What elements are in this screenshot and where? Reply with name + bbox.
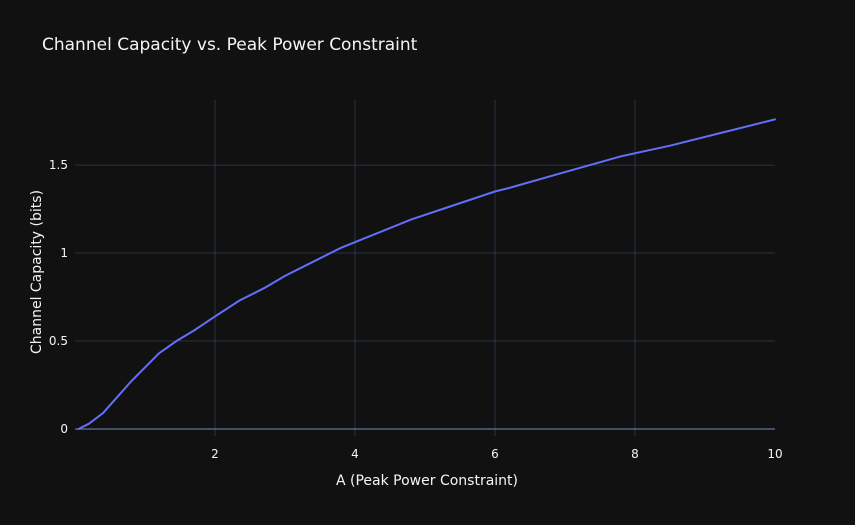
y-tick-label: 1 (60, 246, 68, 260)
x-tick-label: 4 (351, 447, 359, 461)
x-tick-label: 6 (491, 447, 499, 461)
chart-title: Channel Capacity vs. Peak Power Constrai… (42, 35, 418, 55)
y-tick-label: 0.5 (49, 334, 68, 348)
y-tick-label: 0 (60, 422, 68, 436)
grid-layer (75, 100, 775, 436)
x-axis-title: A (Peak Power Constraint) (336, 473, 518, 489)
x-tick-label: 10 (767, 447, 782, 461)
x-tick-label: 8 (631, 447, 639, 461)
y-tick-label: 1.5 (49, 158, 68, 172)
y-axis-title: Channel Capacity (bits) (29, 190, 45, 354)
tick-layer: 2 4 6 8 10 0 0.5 1 1.5 (49, 158, 783, 461)
series-layer (77, 118, 776, 430)
series-line (77, 118, 776, 430)
x-tick-label: 2 (211, 447, 219, 461)
